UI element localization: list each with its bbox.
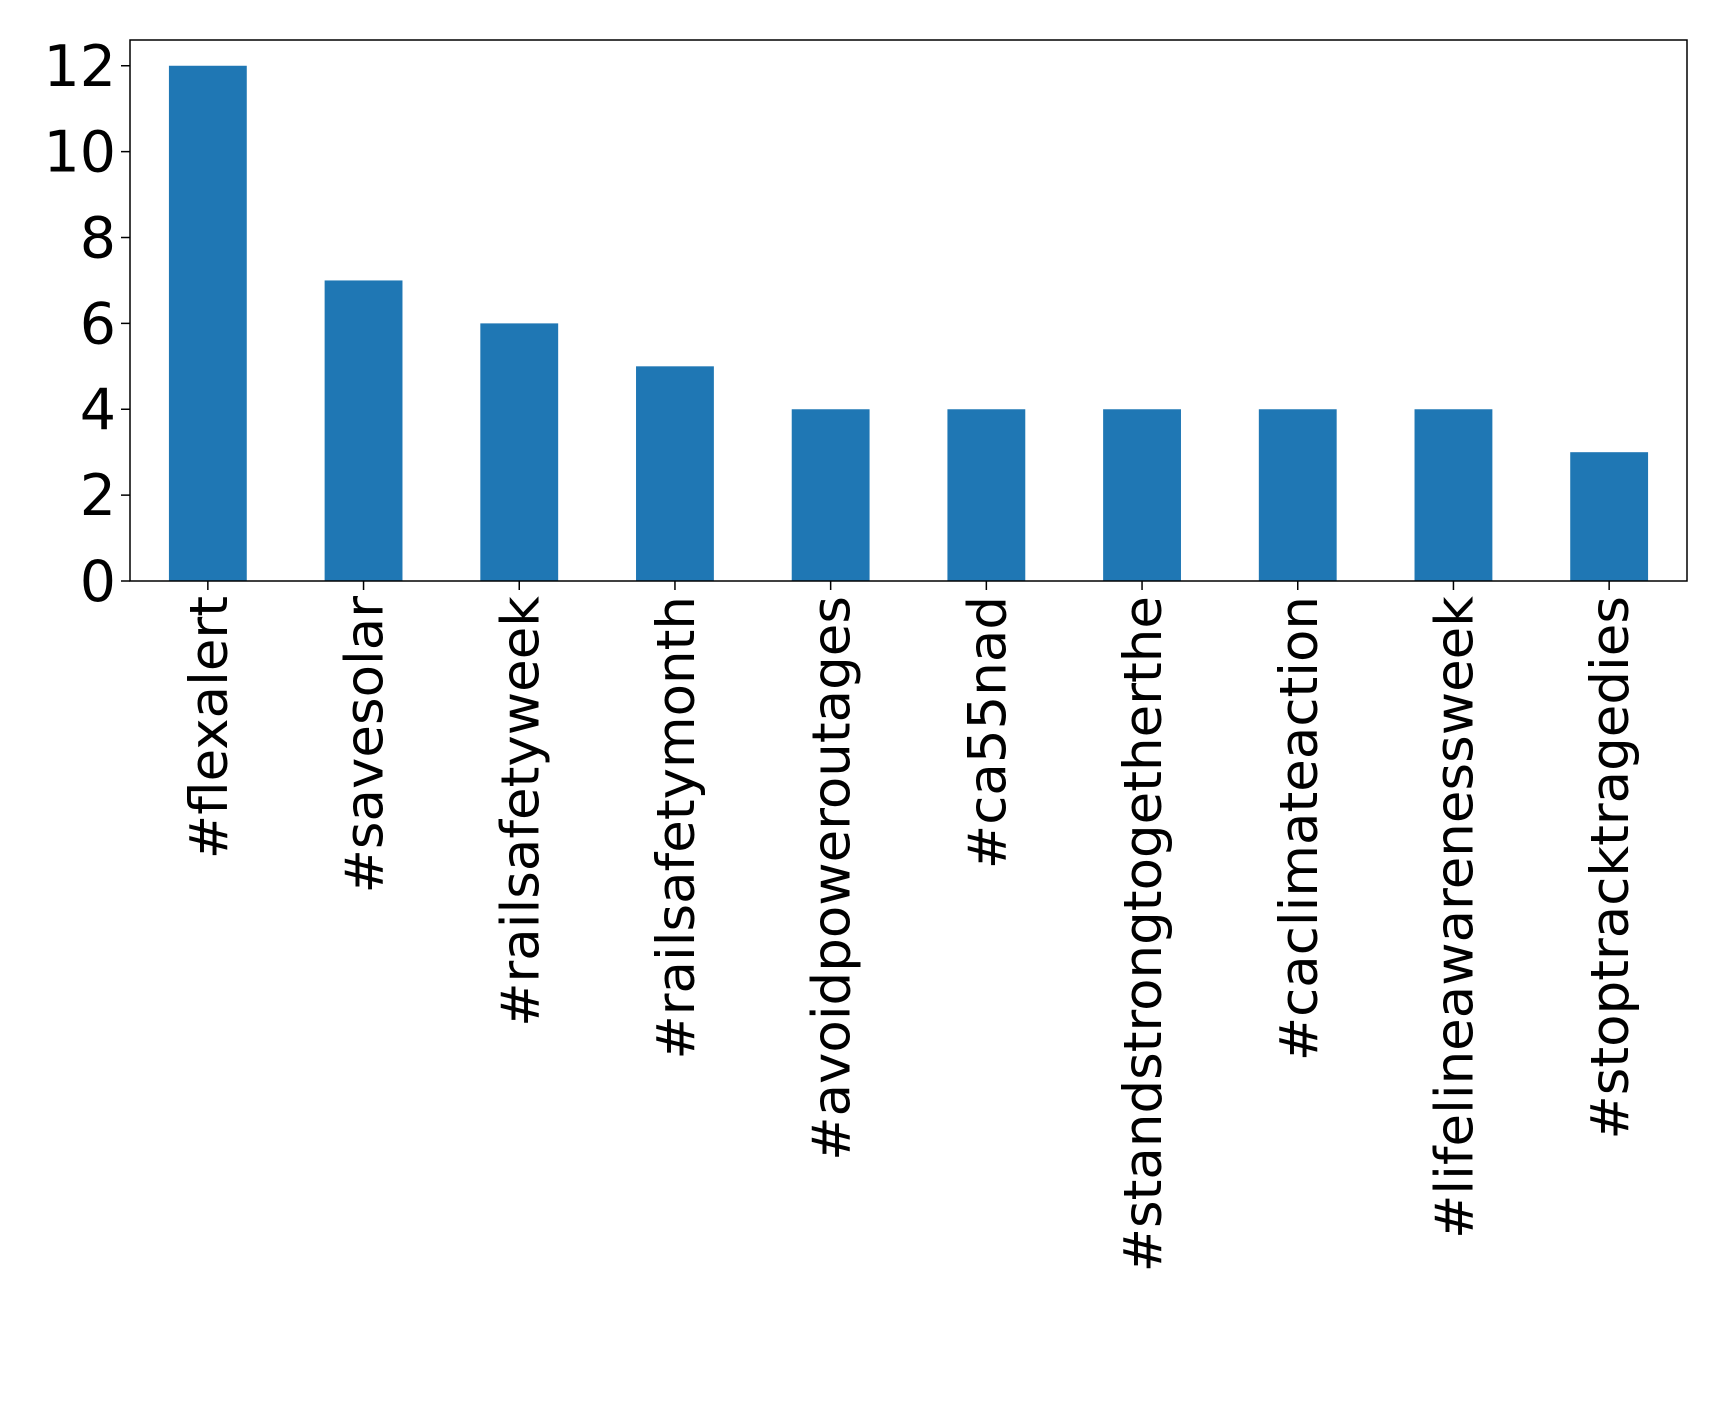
bar <box>480 323 559 581</box>
x-tick-label: #stoptracktragedies <box>1580 596 1641 1140</box>
x-tick-label: #flexalert <box>179 596 240 859</box>
x-tick-label: #railsafetyweek <box>490 596 551 1027</box>
y-tick-label: 2 <box>80 463 116 529</box>
y-tick-label: 10 <box>43 120 116 186</box>
x-tick-label: #railsafetymonth <box>646 596 707 1060</box>
bar <box>1258 409 1337 581</box>
y-tick-label: 4 <box>80 377 116 443</box>
x-tick-label: #caclimateaction <box>1269 596 1330 1061</box>
x-tick-label: #lifelineawarenessweek <box>1424 596 1485 1239</box>
bar <box>1414 409 1493 581</box>
y-tick-label: 8 <box>80 206 116 272</box>
x-tick-label: #standstrongtogetherthe <box>1113 596 1174 1272</box>
y-tick-label: 12 <box>43 34 116 100</box>
plot-frame <box>129 39 1688 582</box>
bar <box>1570 452 1649 581</box>
bar <box>168 65 247 581</box>
x-tick-label: #ca55nad <box>957 596 1018 869</box>
y-tick-label: 0 <box>80 549 116 615</box>
bar <box>636 366 714 581</box>
bar <box>1103 409 1181 581</box>
bar <box>947 409 1026 581</box>
x-tick-label: #avoidpoweroutages <box>802 596 863 1161</box>
y-tick-label: 6 <box>80 291 116 357</box>
bar <box>324 280 403 581</box>
bar <box>791 409 870 581</box>
x-tick-label: #savesolar <box>335 596 396 894</box>
